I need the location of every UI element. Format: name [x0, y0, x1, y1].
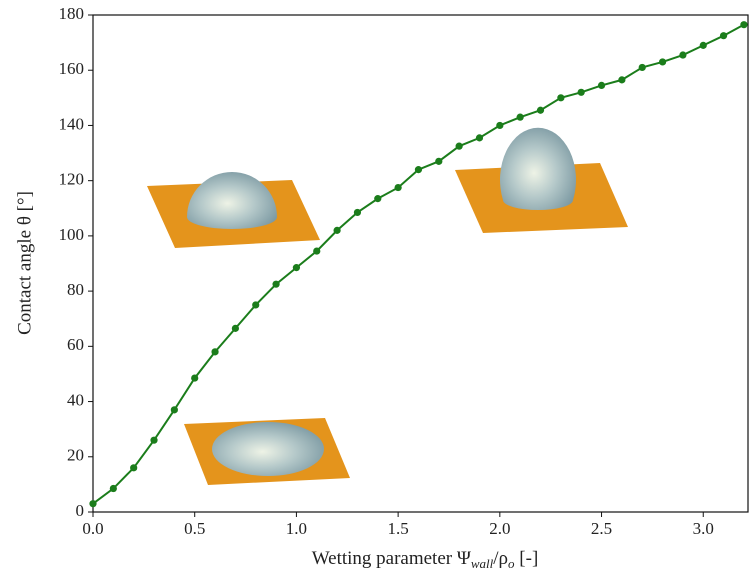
- y-tick-label: 120: [59, 170, 85, 189]
- data-point: [435, 157, 443, 165]
- y-tick-label: 160: [59, 59, 85, 78]
- y-tick-label: 80: [67, 280, 84, 299]
- x-tick-label: 0.0: [82, 519, 103, 538]
- x-axis-title-part: [-]: [515, 548, 539, 569]
- droplet-illustration: [455, 127, 628, 233]
- x-axis-title-part: /ρ: [493, 548, 508, 569]
- data-point: [231, 324, 239, 332]
- data-point: [557, 94, 565, 102]
- x-axis-title-part: o: [508, 556, 515, 571]
- data-point: [536, 106, 545, 114]
- data-point: [252, 301, 260, 309]
- y-tick-label: 140: [59, 114, 85, 133]
- data-point: [414, 166, 423, 174]
- data-point: [618, 76, 626, 84]
- x-axis-title-part: Wetting parameter Ψ: [312, 548, 471, 569]
- data-point: [333, 226, 341, 234]
- plot-frame: [92, 14, 749, 513]
- data-point: [374, 195, 382, 203]
- data-point: [191, 374, 199, 382]
- y-tick-label: 100: [59, 225, 85, 244]
- y-tick-label: 20: [67, 446, 84, 465]
- data-point: [496, 121, 504, 130]
- data-point: [740, 21, 748, 29]
- y-tick-label: 60: [67, 335, 84, 354]
- data-point: [577, 88, 585, 96]
- x-axis-title: Wetting parameter Ψwall/ρo [-]: [312, 548, 539, 571]
- data-point: [211, 348, 219, 356]
- x-axis-title-part: wall: [471, 556, 494, 571]
- y-axis-title: Contact angle θ [°]: [14, 191, 35, 335]
- x-tick-label: 2.5: [591, 519, 612, 538]
- data-point: [150, 436, 158, 444]
- data-point: [109, 484, 117, 493]
- data-point: [679, 51, 687, 59]
- x-tick-label: 1.0: [286, 519, 307, 538]
- data-point: [475, 134, 484, 142]
- data-point: [394, 183, 402, 192]
- data-point: [699, 41, 707, 49]
- data-point: [597, 81, 606, 90]
- data-point: [89, 500, 97, 508]
- data-point: [638, 63, 646, 72]
- data-point: [455, 142, 463, 150]
- data-point: [719, 32, 728, 40]
- x-tick-label: 3.0: [693, 519, 714, 538]
- data-point: [272, 280, 280, 288]
- data-point: [658, 58, 667, 66]
- x-tick-label: 1.5: [387, 519, 408, 538]
- y-tick-label: 0: [76, 501, 85, 520]
- x-tick-label: 0.5: [184, 519, 205, 538]
- data-point: [313, 247, 321, 255]
- data-point: [130, 464, 138, 472]
- data-point: [292, 264, 301, 272]
- x-tick-label: 2.0: [489, 519, 510, 538]
- droplet-illustration: [184, 418, 350, 485]
- data-point: [516, 113, 524, 121]
- y-tick-label: 40: [67, 390, 84, 409]
- droplet-illustration: [147, 172, 320, 248]
- data-point: [170, 406, 178, 414]
- y-tick-label: 180: [59, 4, 85, 23]
- data-point: [353, 208, 362, 217]
